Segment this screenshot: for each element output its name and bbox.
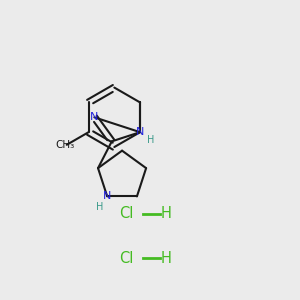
- Text: N: N: [136, 127, 144, 137]
- Text: H: H: [147, 135, 155, 145]
- Text: H: H: [96, 202, 103, 212]
- Text: N: N: [90, 112, 98, 122]
- Text: Cl: Cl: [119, 206, 134, 221]
- Text: Cl: Cl: [119, 251, 134, 266]
- Text: H: H: [161, 251, 172, 266]
- Text: CH₃: CH₃: [56, 140, 75, 150]
- Text: H: H: [161, 206, 172, 221]
- Text: N: N: [103, 191, 111, 201]
